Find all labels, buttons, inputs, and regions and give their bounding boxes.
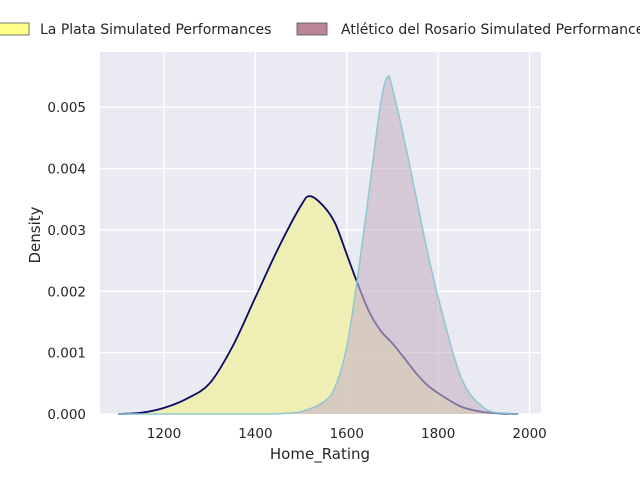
x-tick-label: 2000 — [512, 426, 546, 442]
y-tick-label: 0.003 — [47, 223, 86, 239]
legend-label: La Plata Simulated Performances — [40, 22, 271, 38]
y-tick-label: 0.000 — [47, 407, 86, 423]
density-area-series-1 — [118, 196, 519, 414]
density-areas — [118, 75, 519, 415]
y-tick-label: 0.004 — [47, 162, 86, 178]
x-tick-label: 1600 — [330, 426, 364, 442]
y-tick-label: 0.001 — [47, 346, 86, 362]
legend-swatch — [0, 22, 30, 36]
density-line-series-2 — [118, 75, 519, 415]
grid-lines — [100, 52, 541, 415]
x-tick-label: 1200 — [147, 426, 181, 442]
legend-swatch — [296, 22, 328, 36]
x-tick-label: 1800 — [421, 426, 455, 442]
density-area-series-2 — [118, 76, 519, 415]
legend: La Plata Simulated Performances Atlético … — [0, 22, 640, 38]
y-tick-label: 0.002 — [47, 284, 86, 300]
x-axis-ticks: 1200 1400 1600 1800 2000 — [147, 426, 547, 442]
x-tick-label: 1400 — [238, 426, 272, 442]
x-axis-label: Home_Rating — [270, 445, 370, 464]
legend-label: Atlético del Rosario Simulated Performan… — [341, 22, 640, 38]
y-tick-label: 0.005 — [47, 100, 86, 116]
y-axis-label: Density — [26, 206, 44, 263]
y-axis-ticks: 0.000 0.001 0.002 0.003 0.004 0.005 — [47, 100, 86, 423]
